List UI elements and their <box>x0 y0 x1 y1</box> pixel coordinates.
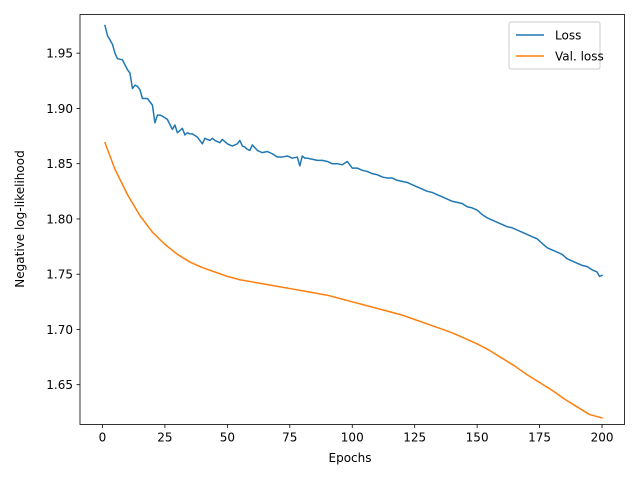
y-tick-label: 1.95 <box>46 47 73 61</box>
legend: Loss Val. loss <box>508 21 604 70</box>
y-tick-label: 1.70 <box>46 323 73 337</box>
x-tick-label: 150 <box>466 431 489 445</box>
x-tick-label: 25 <box>157 431 172 445</box>
x-tick-label: 0 <box>99 431 107 445</box>
y-tick-label: 1.85 <box>46 157 73 171</box>
x-tick-label: 175 <box>528 431 551 445</box>
x-axis-label: Epochs <box>329 451 372 465</box>
legend-label-val-loss: Val. loss <box>555 50 604 64</box>
x-tick-label: 125 <box>403 431 426 445</box>
x-axis: 0 25 50 75 100 125 150 175 200 <box>99 424 614 445</box>
series-line-val-loss <box>104 141 603 419</box>
legend-label-loss: Loss <box>555 29 581 43</box>
y-tick-label: 1.75 <box>46 268 73 282</box>
y-tick-label: 1.80 <box>46 212 73 226</box>
plot-area <box>104 24 604 419</box>
plot-frame <box>79 14 625 425</box>
x-tick-label: 100 <box>341 431 364 445</box>
y-tick-label: 1.90 <box>46 102 73 116</box>
y-axis: 1.65 1.70 1.75 1.80 1.85 1.90 1.95 <box>46 47 80 392</box>
series-line-loss <box>104 24 604 278</box>
x-tick-label: 200 <box>591 431 614 445</box>
y-axis-label: Negative log-likelihood <box>13 150 27 287</box>
x-tick-label: 75 <box>282 431 297 445</box>
legend-box <box>508 21 601 70</box>
x-tick-label: 50 <box>220 431 235 445</box>
y-tick-label: 1.65 <box>46 378 73 392</box>
